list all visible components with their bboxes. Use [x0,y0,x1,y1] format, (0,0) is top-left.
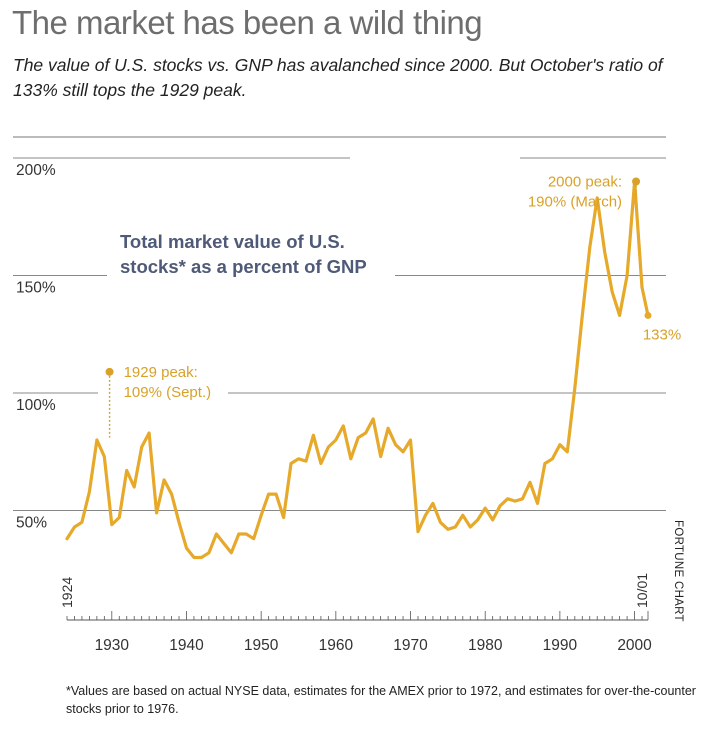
annotation-2000-value: 190% (March) [528,194,622,211]
y-tick-label: 200% [16,162,56,179]
annotation-2000-dot [632,177,641,186]
y-tick-label: 100% [16,397,56,414]
annotation-current-dot [644,311,652,319]
fortune-chart-credit: FORTUNE CHART [672,520,684,622]
y-tick-label: 150% [16,280,56,297]
series-label-line2: stocks* as a percent of GNP [120,256,367,277]
y-tick-labels: 50% 100% 150% 200% [16,162,56,532]
series-label: Total market value of U.S. stocks* as a p… [120,231,367,277]
y-tick-label: 50% [16,515,47,532]
annotation-current-label: 133% [643,326,681,343]
x-tick-label: 1940 [169,637,204,654]
footnote: *Values are based on actual NYSE data, e… [66,684,696,716]
series-lines [65,179,650,560]
annotations: 1929 peak: 109% (Sept.) 2000 peak: 190% (Ma… [105,174,681,438]
annotation-1929-dot [105,367,114,376]
x-tick-label: 1950 [244,637,279,654]
gridlines [13,136,666,511]
x-tick-label: 1960 [319,637,354,654]
x-tick-label: 2000 [617,637,652,654]
x-tick-label: 1930 [95,637,130,654]
annotation-2000-label: 2000 peak: [548,174,622,191]
x-tick-label: 1980 [468,637,503,654]
x-end-label: 10/01 [634,573,650,608]
series-label-line1: Total market value of U.S. [120,231,345,252]
annotation-1929-label: 1929 peak: [124,364,198,381]
chart-subtitle: The value of U.S. stocks vs. GNP has ava… [13,55,663,100]
x-tick-label: 1990 [543,637,578,654]
line-chart: 50% 100% 150% 200% 1930 1940 1950 1960 1970 1980… [13,136,681,654]
x-axis: 1930 1940 1950 1960 1970 1980 1990 2000 1924 10/0… [59,573,652,654]
series-line [65,179,650,560]
chart-title: The market has been a wild thing [12,4,483,41]
x-tick-label: 1970 [393,637,428,654]
annotation-1929-value: 109% (Sept.) [124,384,212,401]
x-start-label: 1924 [59,577,75,608]
